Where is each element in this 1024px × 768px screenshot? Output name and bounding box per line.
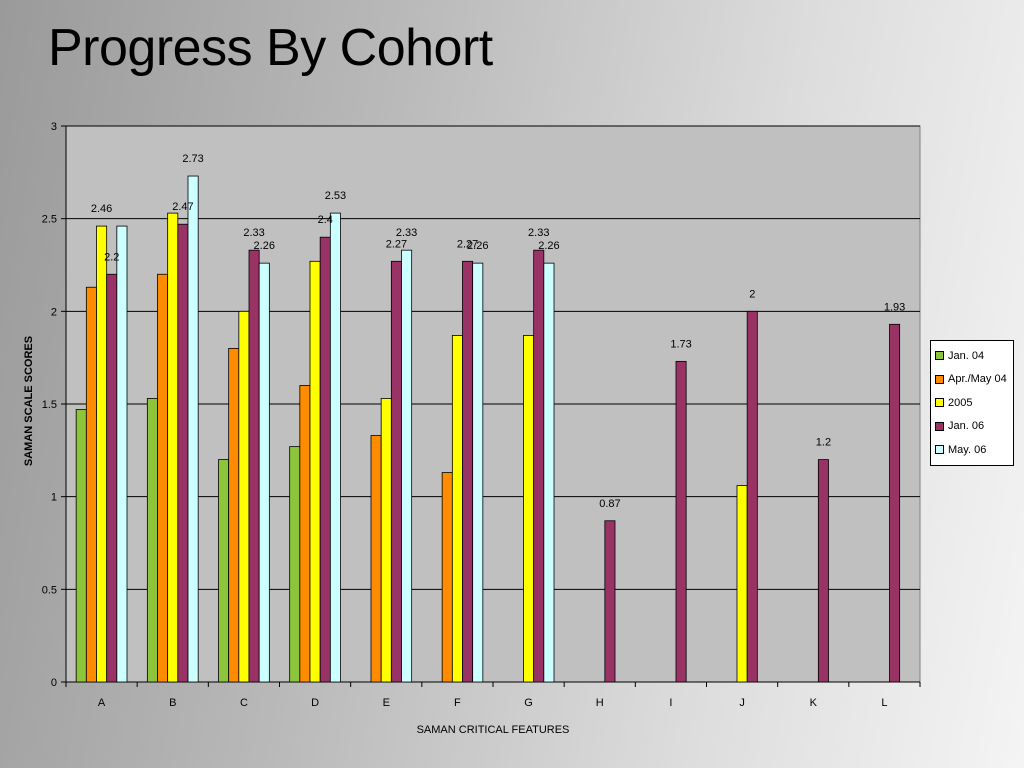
bar (146, 398, 158, 683)
y-tick-label: 0 (51, 677, 57, 689)
data-label: 2.33 (243, 227, 264, 239)
y-tick-label: 2 (51, 306, 57, 318)
data-label: 2.73 (182, 153, 203, 165)
x-tick-label: E (383, 697, 390, 709)
legend-swatch (935, 421, 944, 431)
legend-label: 2005 (948, 396, 973, 409)
legend-swatch (935, 351, 944, 361)
bar (889, 323, 901, 683)
bar (177, 223, 189, 683)
y-tick-label: 1 (51, 492, 57, 504)
data-label: 0.87 (599, 498, 620, 510)
bar (75, 409, 87, 683)
legend-item: Jan. 04 (935, 344, 1013, 368)
legend-swatch (935, 398, 944, 408)
y-tick-label: 0.5 (42, 584, 57, 596)
legend-label: Jan. 06 (948, 420, 985, 433)
x-tick-label: G (524, 697, 533, 709)
bar (309, 260, 321, 683)
data-label: 2.27 (457, 238, 478, 250)
bar (370, 435, 382, 683)
x-axis-title: SAMAN CRITICAL FEATURES (417, 724, 570, 736)
data-label: 2.47 (172, 201, 193, 213)
data-label: 2.53 (325, 190, 346, 202)
slide-title: Progress By Cohort (48, 19, 493, 77)
data-label: 2.46 (91, 203, 112, 215)
bar (289, 446, 301, 683)
bar (462, 260, 474, 683)
bar (472, 262, 484, 683)
x-tick-label: C (240, 697, 248, 709)
y-tick-label: 2.5 (42, 214, 57, 226)
legend-item: May. 06 (935, 438, 1013, 462)
bar (441, 472, 453, 683)
legend-label: Jan. 04 (948, 349, 985, 362)
bar (451, 335, 463, 683)
bar (96, 225, 108, 683)
x-tick-label: F (454, 697, 461, 709)
bar (187, 175, 199, 683)
data-label: 2.33 (396, 227, 417, 239)
bar (329, 212, 341, 683)
bar (258, 262, 270, 683)
legend-item: 2005 (935, 391, 1013, 415)
legend-item: Apr./May 04 (935, 368, 1013, 392)
bar (299, 385, 311, 683)
x-tick-label: K (810, 697, 818, 709)
bar (401, 249, 413, 683)
bar (390, 260, 402, 683)
data-label: 2 (749, 288, 755, 300)
bar (167, 212, 179, 683)
chart-legend: Jan. 04 Apr./May 04 2005 Jan. 06 May. 06 (930, 340, 1014, 466)
bar (85, 286, 97, 683)
x-tick-label: I (669, 697, 672, 709)
data-label: 2.26 (467, 240, 488, 252)
data-label: 2.27 (386, 238, 407, 250)
bar (523, 335, 535, 683)
y-tick-label: 3 (51, 121, 57, 133)
bar (106, 273, 118, 683)
bar (736, 485, 748, 683)
bar (248, 249, 260, 683)
x-tick-label: B (169, 697, 176, 709)
data-label: 2.26 (538, 240, 559, 252)
x-tick-label: L (881, 697, 887, 709)
data-label: 1.93 (884, 301, 905, 313)
bar (157, 273, 169, 683)
legend-swatch (935, 374, 944, 384)
bar (604, 520, 616, 683)
bar (675, 360, 687, 683)
bar (746, 310, 758, 683)
bar (533, 249, 545, 683)
bar (319, 236, 331, 683)
bar (218, 459, 230, 683)
x-tick-label: D (311, 697, 319, 709)
bar (238, 310, 250, 683)
data-label: 2.4 (318, 214, 333, 226)
legend-label: May. 06 (948, 443, 987, 456)
y-axis-title: SAMAN SCALE SCORES (23, 336, 35, 466)
data-label: 2.26 (254, 240, 275, 252)
bar (116, 225, 128, 683)
bar (543, 262, 555, 683)
data-label: 2.33 (528, 227, 549, 239)
data-label: 1.2 (816, 437, 831, 449)
legend-item: Jan. 06 (935, 415, 1013, 439)
x-tick-label: J (739, 697, 745, 709)
data-label: 1.73 (670, 338, 691, 350)
x-tick-label: A (98, 697, 106, 709)
y-tick-label: 1.5 (42, 399, 57, 411)
bar (380, 398, 392, 683)
bar (817, 459, 829, 683)
legend-swatch (935, 445, 944, 455)
data-label: 2.2 (104, 251, 119, 263)
legend-label: Apr./May 04 (948, 373, 1007, 386)
bar (228, 347, 240, 683)
x-tick-label: H (596, 697, 604, 709)
